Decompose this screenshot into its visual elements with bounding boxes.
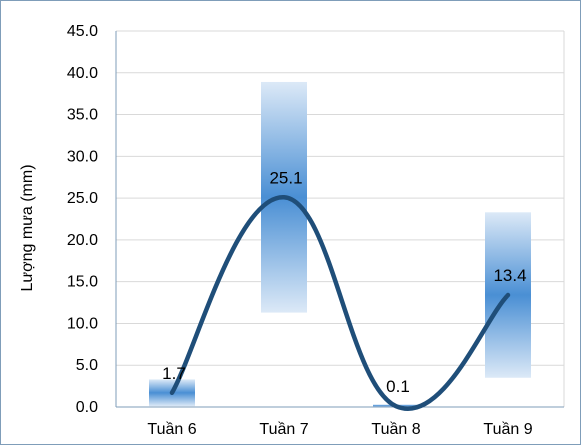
y-tick-label: 40.0 — [67, 65, 98, 82]
x-tick-label: Tuần 9 — [483, 421, 532, 438]
y-tick-label: 10.0 — [67, 315, 98, 332]
data-label: 13.4 — [493, 266, 526, 285]
y-tick-label: 45.0 — [67, 23, 98, 40]
rainfall-line — [169, 195, 511, 411]
data-labels: 1.7 25.1 0.1 13.4 — [162, 168, 526, 396]
y-tick-label: 25.0 — [67, 190, 98, 207]
rainfall-curve — [169, 195, 511, 411]
data-label: 1.7 — [162, 364, 186, 383]
axes: 0.0 5.0 10.0 15.0 20.0 25.0 30.0 35.0 40.0 45.0 Tu… — [67, 23, 564, 438]
data-label: 25.1 — [269, 168, 302, 187]
range-bars — [149, 81, 531, 407]
y-tick-label: 5.0 — [76, 357, 98, 374]
y-axis-title: Lượng mưa (mm) — [19, 164, 36, 291]
x-tick-label: Tuần 8 — [371, 421, 420, 438]
y-tick-label: 0.0 — [76, 399, 98, 416]
data-label: 0.1 — [386, 377, 410, 396]
y-tick-label: 30.0 — [67, 148, 98, 165]
x-tick-label: Tuần 6 — [147, 421, 196, 438]
y-tick-label: 15.0 — [67, 274, 98, 291]
x-tick-label: Tuần 7 — [259, 421, 308, 438]
y-tick-label: 35.0 — [67, 107, 98, 124]
y-tick-label: 20.0 — [67, 232, 98, 249]
